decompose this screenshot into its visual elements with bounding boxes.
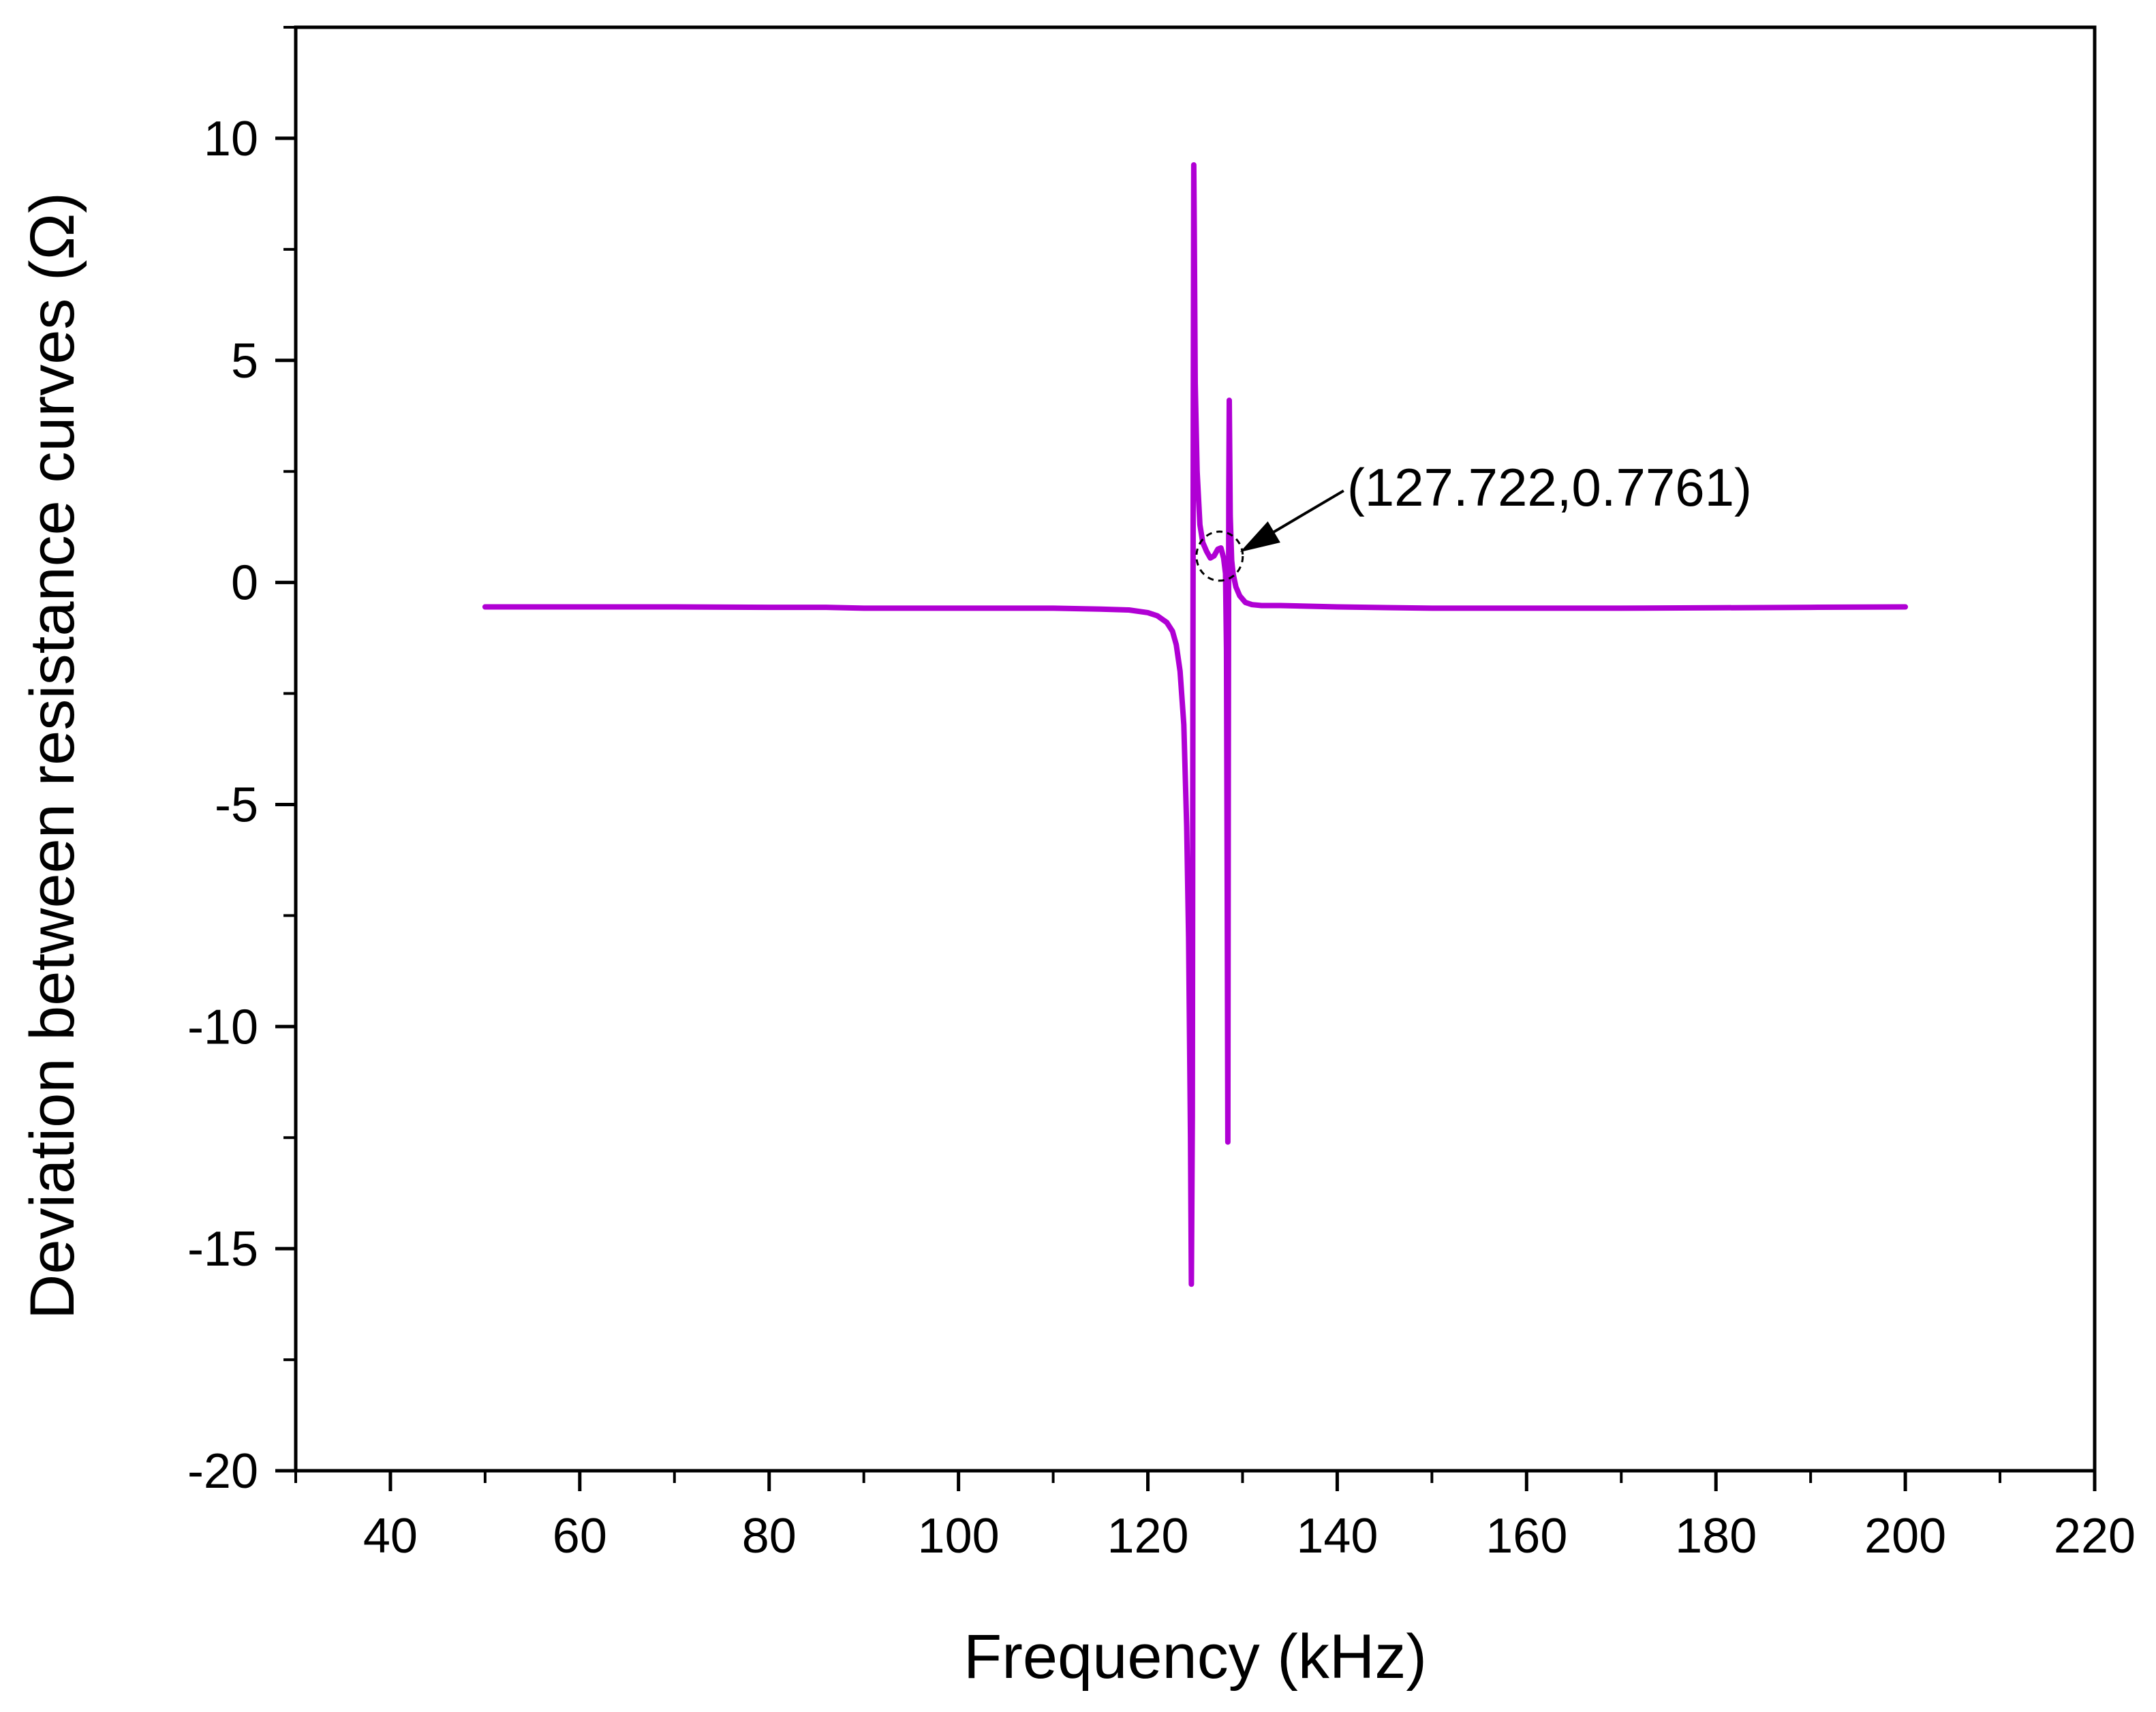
x-tick-label: 200 (1864, 1509, 1946, 1563)
y-tick-label: -15 (187, 1222, 258, 1277)
y-tick-label: 10 (204, 112, 258, 166)
x-tick-label: 140 (1296, 1509, 1378, 1563)
x-axis-title: Frequency (kHz) (964, 1622, 1427, 1692)
series-line (482, 162, 1909, 1287)
x-tick-label: 160 (1485, 1509, 1567, 1563)
y-tick-label: -10 (187, 1000, 258, 1054)
y-tick-label: -5 (215, 778, 258, 832)
x-tick-label: 120 (1107, 1509, 1188, 1563)
x-axis: 40 60 80 100 120 140 160 180 200 220 (294, 1471, 2136, 1563)
y-axis: -20 -15 -10 -5 0 5 10 (187, 26, 296, 1499)
x-tick-label: 220 (2054, 1509, 2136, 1563)
y-tick-label: -20 (187, 1444, 258, 1499)
x-tick-label: 100 (918, 1509, 1000, 1563)
x-tick-label: 60 (553, 1509, 607, 1563)
annotation-marker (1195, 530, 1244, 582)
annotation-arrow (1259, 489, 1344, 541)
y-axis-title: Deviation between resistance curves (Ω) (18, 192, 87, 1319)
y-tick-label: 0 (231, 556, 258, 611)
x-tick-label: 80 (742, 1509, 797, 1563)
x-tick-label: 40 (363, 1509, 418, 1563)
x-tick-label: 180 (1675, 1509, 1757, 1563)
annotation-arrowhead (1239, 521, 1280, 553)
plot-frame (294, 25, 2097, 1473)
y-tick-label: 5 (231, 334, 258, 388)
annotation-label: (127.722,0.7761) (1347, 457, 1752, 517)
